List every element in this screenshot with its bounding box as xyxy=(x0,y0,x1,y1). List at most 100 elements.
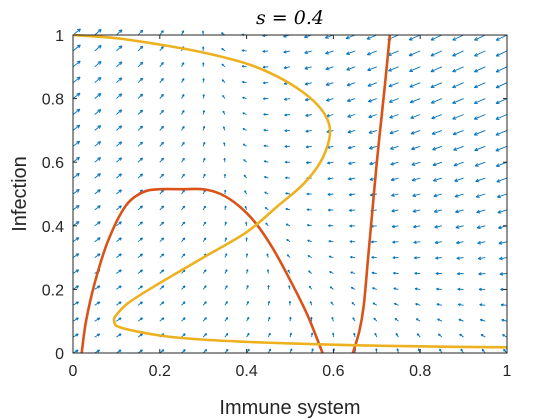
quiver-arrow xyxy=(452,82,464,89)
quiver-arrow xyxy=(388,98,399,103)
quiver-arrow xyxy=(350,286,356,290)
quiver-arrow xyxy=(116,109,123,115)
quiver-arrow xyxy=(72,76,81,84)
quiver-arrow xyxy=(72,317,79,322)
quiver-arrow xyxy=(222,126,226,131)
quiver-arrow xyxy=(366,50,377,56)
quiver-arrow xyxy=(266,253,269,258)
quiver-arrow xyxy=(159,269,165,274)
quiver-arrow xyxy=(412,193,421,198)
quiver-arrow xyxy=(159,61,164,68)
quiver-arrow xyxy=(413,224,421,229)
quiver-arrow xyxy=(159,221,165,227)
quiver-arrow xyxy=(479,303,486,307)
quiver-arrow xyxy=(305,161,312,165)
quiver-arrow xyxy=(430,34,443,41)
quiver-arrow xyxy=(137,29,144,36)
quiver-arrow xyxy=(346,50,356,55)
quiver-arrow xyxy=(353,332,356,338)
quiver-arrow xyxy=(72,269,80,274)
quiver-arrow xyxy=(393,271,399,275)
quiver-arrow xyxy=(202,317,207,322)
quiver-arrow xyxy=(348,161,356,165)
quiver-arrow xyxy=(481,348,486,354)
quiver-arrow xyxy=(310,316,313,322)
quiver-arrow xyxy=(159,46,164,52)
quiver-arrow xyxy=(284,145,291,148)
quiver-arrow xyxy=(347,129,356,134)
quiver-arrow xyxy=(436,303,443,306)
quiver-arrow xyxy=(202,333,207,338)
quiver-arrow xyxy=(285,192,291,195)
quiver-arrow xyxy=(265,222,269,227)
quiver-arrow xyxy=(94,253,101,258)
quiver-arrow xyxy=(201,46,205,51)
quiver-arrow xyxy=(94,44,102,52)
quiver-arrow xyxy=(368,145,377,150)
quiver-arrow xyxy=(263,97,269,101)
quiver-arrow xyxy=(116,29,123,36)
quiver-arrow xyxy=(474,50,486,57)
quiver-arrow xyxy=(202,349,208,354)
quiver-arrow xyxy=(459,333,464,338)
quiver-arrow xyxy=(224,317,229,322)
quiver-arrow xyxy=(430,98,443,104)
quiver-arrow xyxy=(412,209,421,213)
x-tick-label: 0.4 xyxy=(235,363,257,380)
quiver-arrow xyxy=(415,318,421,322)
quiver-arrow xyxy=(325,82,334,86)
quiver-arrow xyxy=(181,285,186,290)
quiver-arrow xyxy=(287,269,291,274)
quiver-arrow xyxy=(116,173,122,179)
quiver-arrow xyxy=(202,301,207,306)
quiver-arrow xyxy=(201,30,205,36)
quiver-arrow xyxy=(181,333,186,338)
quiver-arrow xyxy=(267,300,271,306)
quiver-arrow xyxy=(413,256,421,260)
quiver-arrow xyxy=(502,334,508,338)
quiver-arrow xyxy=(116,333,122,338)
quiver-arrow xyxy=(116,285,122,290)
quiver-arrow xyxy=(72,189,80,195)
quiver-arrow xyxy=(116,77,123,84)
quiver-arrow xyxy=(262,49,269,53)
quiver-arrow xyxy=(367,66,377,72)
quiver-arrow xyxy=(202,237,207,242)
quiver-arrow xyxy=(244,205,248,211)
quiver-arrow xyxy=(94,173,101,179)
quiver-arrow xyxy=(478,272,486,276)
quiver-arrow xyxy=(202,141,206,147)
quiver-arrow xyxy=(409,98,421,104)
quiver-arrow xyxy=(94,28,102,36)
quiver-arrow xyxy=(495,66,508,73)
quiver-arrow xyxy=(475,193,486,198)
quiver-arrow xyxy=(415,303,421,306)
quiver-arrow xyxy=(347,145,356,150)
quiver-arrow xyxy=(388,66,399,72)
quiver-arrow xyxy=(137,285,143,290)
quiver-arrow xyxy=(501,318,508,322)
quiver-arrow xyxy=(202,78,205,83)
quiver-arrow xyxy=(202,205,206,211)
quiver-arrow xyxy=(392,256,399,260)
quiver-arrow xyxy=(243,174,247,179)
quiver-arrow xyxy=(306,208,312,211)
quiver-arrow xyxy=(495,129,508,136)
quiver-arrow xyxy=(116,93,123,99)
quiver-arrow xyxy=(137,141,144,147)
plot-frame xyxy=(72,34,508,354)
quiver-arrow xyxy=(94,141,102,147)
quiver-arrow xyxy=(222,94,226,99)
quiver-arrow xyxy=(500,303,508,307)
quiver-arrow xyxy=(499,256,508,261)
quiver-arrow xyxy=(396,348,399,354)
series-line-2 xyxy=(351,34,392,354)
quiver-arrow xyxy=(137,77,144,84)
quiver-arrow xyxy=(246,316,250,322)
x-axis-label: Immune system xyxy=(219,397,360,419)
quiver-arrow xyxy=(475,177,486,183)
quiver-arrow xyxy=(329,286,334,290)
quiver-arrow xyxy=(453,145,464,151)
quiver-arrow xyxy=(181,110,185,115)
quiver-arrow xyxy=(116,141,123,147)
